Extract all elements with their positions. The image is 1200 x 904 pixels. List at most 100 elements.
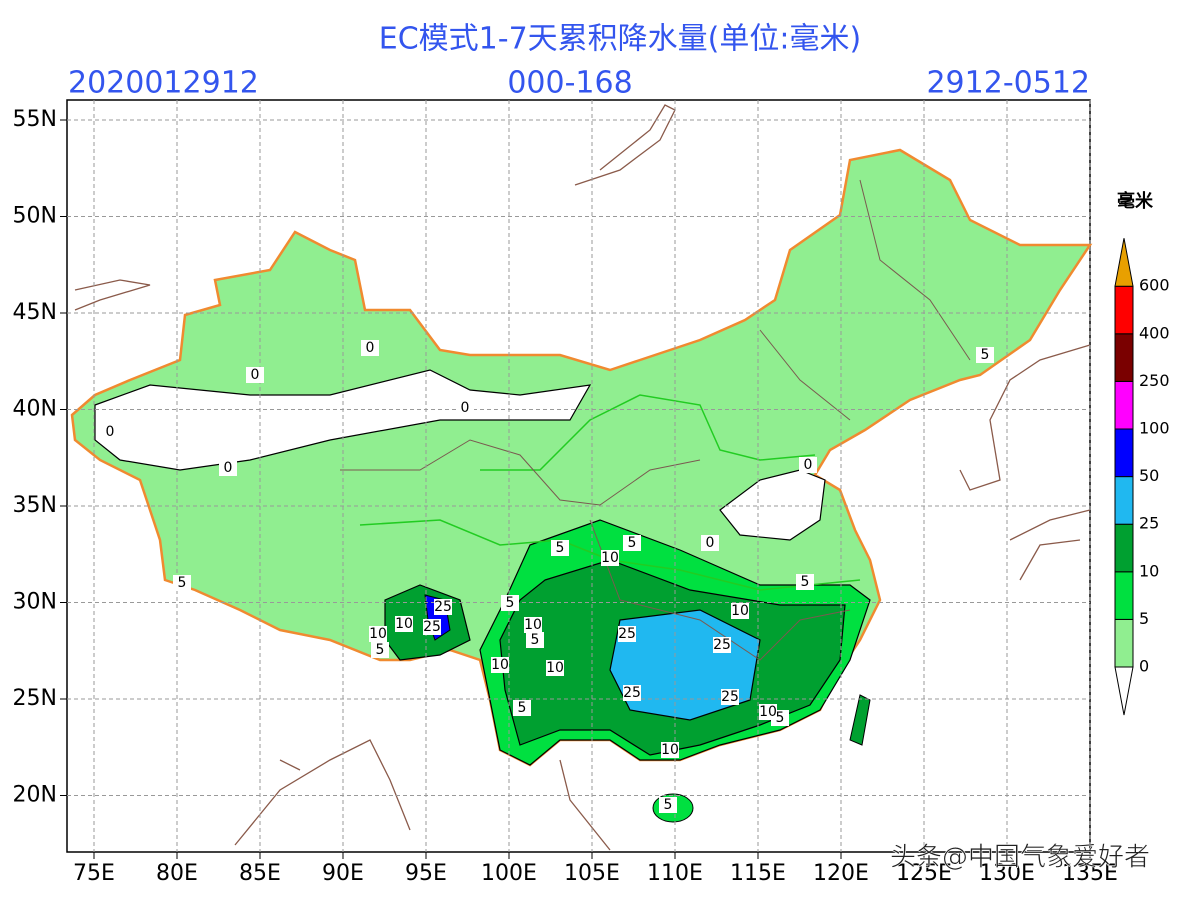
borders: [74, 104, 1091, 851]
legend-level: 250: [1139, 371, 1170, 390]
contour-label: 25: [721, 689, 739, 705]
contour-label: 5: [981, 347, 990, 363]
contour-label: 25: [434, 599, 452, 615]
contour-label: 5: [801, 574, 810, 590]
lon-label: 75E: [73, 861, 115, 886]
contour-label: 5: [776, 710, 785, 726]
watermark: 头条@中国气象爱好者: [890, 843, 1150, 873]
legend-level: 25: [1139, 514, 1159, 533]
contour-label-bg: [173, 575, 191, 591]
contour-label: 0: [251, 367, 260, 383]
contour-label: 5: [518, 700, 527, 716]
contour-label: 25: [423, 619, 441, 635]
legend-swatch: [1114, 476, 1134, 525]
forecast-hours: 000-168: [507, 66, 632, 101]
contour-label-bg: [731, 603, 749, 619]
contour-label-bg: [361, 340, 379, 356]
legend-level: 50: [1139, 466, 1159, 485]
legend-swatch: [1114, 523, 1134, 573]
contour-label: 0: [366, 340, 375, 356]
lon-label: 135E: [1062, 861, 1118, 886]
contour-label-bg: [976, 347, 994, 363]
contour-label-bg: [623, 535, 641, 551]
japan-border: [1009, 509, 1091, 541]
contour-label-bg: [601, 550, 619, 566]
legend-level: 100: [1139, 419, 1170, 438]
province-borders: [340, 179, 971, 661]
japan-border: [1019, 539, 1081, 581]
vietnam-border: [559, 759, 611, 851]
border: [74, 279, 151, 311]
contour-label: 25: [623, 685, 641, 701]
contour-label-bg: [491, 657, 509, 673]
contour-label: 25: [713, 637, 731, 653]
yangtze: [359, 519, 861, 591]
contour-label: 5: [506, 595, 515, 611]
axes: 55N 50N 45N 40N 35N 30N 25N 20N 75E 80E 85E 90E 95E 1…: [13, 107, 1118, 886]
legend-swatch: [1114, 618, 1134, 668]
contour-label-bg: [219, 460, 237, 476]
lat-label: 55N: [13, 107, 57, 132]
contour-label-bg: [799, 457, 817, 473]
contour-label-bg: [701, 535, 719, 551]
grid: [67, 100, 1091, 852]
lat-label: 40N: [13, 397, 57, 422]
lat-label: 20N: [13, 783, 57, 808]
contour-label: 10: [395, 616, 413, 632]
lon-label: 110E: [647, 861, 703, 886]
contour-label-bg: [546, 660, 564, 676]
contour-label-bg: [501, 595, 519, 611]
lat-label: 45N: [13, 300, 57, 325]
contour-label: 5: [628, 535, 637, 551]
contour-label-bg: [759, 704, 777, 720]
contour-label-bg: [618, 626, 636, 642]
lon-label: 120E: [813, 861, 869, 886]
legend-level: 400: [1139, 323, 1170, 342]
contour-label-bg: [661, 742, 679, 758]
border: [279, 759, 301, 771]
contour-label-bg: [434, 599, 452, 615]
legend-swatch: [1114, 428, 1134, 478]
lon-label: 115E: [730, 861, 786, 886]
title: EC模式1-7天累积降水量(单位:毫米): [379, 22, 861, 57]
legend-level: 0: [1139, 657, 1149, 676]
lat-label: 50N: [13, 204, 57, 229]
legend-over: [1114, 238, 1134, 287]
contour-label-bg: [369, 626, 387, 642]
contour-label-bg: [423, 619, 441, 635]
dry-tarim: [94, 369, 592, 471]
valid-time: 2912-0512: [926, 66, 1090, 101]
contour-label-bg: [623, 685, 641, 701]
lat-label: 25N: [13, 686, 57, 711]
lon-label: 85E: [239, 861, 281, 886]
contour-label-bg: [456, 400, 474, 416]
contour-label: 10: [731, 603, 749, 619]
contour-label-bg: [721, 689, 739, 705]
legend-swatch: [1114, 380, 1134, 430]
legend-level: 10: [1139, 561, 1159, 580]
contour-label: 5: [556, 540, 565, 556]
contour-label-bg: [246, 367, 264, 383]
contour-label: 0: [706, 535, 715, 551]
contour-label: 0: [106, 424, 115, 440]
lat-label: 30N: [13, 590, 57, 615]
korea-border: [959, 344, 1091, 491]
contour-label-bg: [551, 540, 569, 556]
contour-label: 10: [369, 626, 387, 642]
legend-swatch: [1114, 571, 1134, 620]
legend-unit: 毫米: [1117, 190, 1154, 212]
contour-label: 10: [524, 617, 542, 633]
contour-label: 5: [664, 797, 673, 813]
dry-north-china: [719, 469, 826, 541]
contour-label-bg: [524, 617, 542, 633]
yellow-river: [480, 394, 816, 471]
contour-label-bg: [101, 424, 119, 440]
lon-label: 100E: [481, 861, 537, 886]
legend-level: 600: [1139, 276, 1170, 295]
india-border: [234, 739, 411, 846]
legend-swatch: [1114, 333, 1134, 382]
lon-label: 90E: [322, 861, 364, 886]
contour-label-bg: [526, 632, 544, 648]
